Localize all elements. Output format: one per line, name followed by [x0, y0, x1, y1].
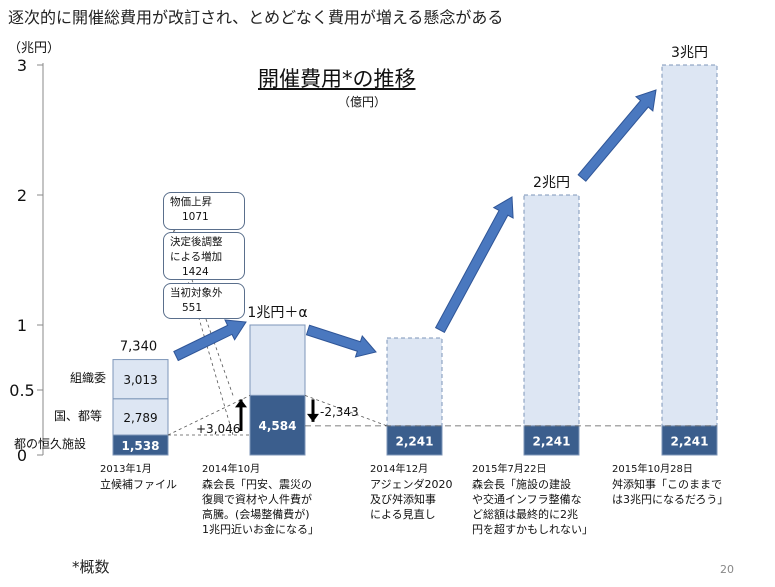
- trend-arrow: [577, 89, 657, 182]
- breakdown-label: 決定後調整: [170, 236, 223, 248]
- base-bar: [249, 394, 306, 456]
- x-category-label: 2015年10月28日舛添知事「このままで は3兆円になるだろう」: [612, 462, 728, 507]
- y-tick-label: 2: [17, 186, 27, 205]
- x-category-line: 1兆円近いお金になる」: [202, 523, 319, 536]
- y-tick-label: 0: [17, 446, 27, 465]
- x-category-line: 2013年1月: [100, 464, 152, 475]
- bar-2013-value-label: 1,538: [122, 439, 160, 453]
- x-category-line: による見直し: [370, 508, 436, 521]
- estimate-label: 1兆円＋α: [247, 305, 307, 321]
- bar-2013-segment: [112, 398, 169, 436]
- estimate-bar: [661, 64, 718, 427]
- x-category-label: 2013年1月立候補ファイル: [100, 462, 177, 492]
- increase-label: +3,046: [196, 422, 240, 436]
- x-category-line: や交通インフラ整備な: [472, 493, 582, 506]
- x-category-line: 2014年10月: [202, 464, 261, 475]
- x-category-line: 2015年10月28日: [612, 464, 693, 475]
- x-category-line: は3兆円になるだろう」: [612, 493, 729, 506]
- trend-arrow: [305, 324, 377, 358]
- x-category-line: 2015年7月22日: [472, 464, 547, 475]
- x-category-line: 及び舛添知事: [370, 493, 436, 506]
- segment-label: 国、都等: [54, 408, 103, 423]
- bar-2013-segment: [112, 359, 169, 400]
- y-axis-unit: （兆円）: [8, 41, 61, 56]
- breakdown-box: 決定後調整による増加 1424: [163, 232, 245, 280]
- trend-arrow: [434, 196, 514, 334]
- x-category-line: 2014年12月: [370, 464, 429, 475]
- base-bar: [523, 425, 580, 456]
- breakdown-label: による増加: [170, 251, 223, 263]
- estimate-bar: [523, 194, 580, 427]
- estimate-bar: [249, 324, 306, 396]
- increase-arrow-head: [235, 399, 247, 408]
- bar-2013-total-label: 7,340: [120, 340, 157, 355]
- x-category-line: ど総額は最終的に2兆: [472, 508, 578, 521]
- chart-subtitle: （億円）: [338, 95, 387, 109]
- x-category-line: 復興で資材や人件費が: [202, 493, 312, 506]
- estimate-bar: [386, 337, 443, 427]
- x-category-line: 円を超すかもしれない」: [472, 523, 593, 536]
- breakdown-value: 551: [182, 302, 203, 314]
- footnote: *概数: [72, 558, 110, 576]
- y-tick-label: 1: [17, 316, 27, 335]
- base-bar-value-label: 4,584: [259, 419, 297, 433]
- x-category-line: 立候補ファイル: [100, 478, 177, 491]
- segment-label: 都の恒久施設: [14, 437, 87, 451]
- breakdown-label: 当初対象外: [170, 287, 223, 299]
- breakdown-label: 物価上昇: [170, 196, 212, 208]
- breakdown-value: 1424: [182, 266, 209, 278]
- breakdown-box: 物価上昇 1071: [163, 192, 245, 230]
- estimate-label: 3兆円: [671, 45, 708, 61]
- x-category-line: 森会長「円安、震災の: [202, 478, 312, 491]
- base-bar-value-label: 2,241: [671, 434, 709, 448]
- trend-arrow: [173, 319, 247, 362]
- y-tick-label: 3: [17, 56, 27, 75]
- x-category-line: 舛添知事「このままで: [612, 478, 722, 491]
- y-tick-label: 0.5: [9, 381, 34, 400]
- breakdown-value: 1071: [182, 211, 209, 223]
- decrease-label: -2,343: [320, 405, 359, 419]
- guide-line: [304, 395, 388, 427]
- page-number: 20: [720, 563, 734, 576]
- bar-2013-value-label: 2,789: [123, 411, 157, 425]
- x-category-line: アジェンダ2020: [370, 478, 453, 491]
- x-category-label: 2015年7月22日森会長「施設の建設 や交通インフラ整備な ど総額は最終的に2兆円…: [472, 462, 593, 537]
- x-category-line: 高騰。(会場整備費が): [202, 508, 310, 521]
- x-category-label: 2014年10月森会長「円安、震災の 復興で資材や人件費が 高騰。(会場整備費が) 1…: [202, 462, 319, 537]
- slide-heading: 逐次的に開催総費用が改訂され、とめどなく費用が増える懸念がある: [8, 8, 504, 27]
- decrease-arrow-head: [307, 413, 319, 422]
- base-bar: [661, 425, 718, 456]
- x-category-line: 森会長「施設の建設: [472, 478, 571, 491]
- base-bar: [386, 425, 443, 456]
- bar-2013-value-label: 3,013: [123, 373, 157, 387]
- chart-title: 開催費用*の推移: [258, 67, 416, 91]
- breakdown-box: 当初対象外 551: [163, 283, 245, 319]
- estimate-label: 2兆円: [533, 175, 570, 191]
- base-bar-value-label: 2,241: [533, 434, 571, 448]
- base-bar-value-label: 2,241: [396, 434, 434, 448]
- segment-label: 組織委: [70, 371, 107, 386]
- x-category-label: 2014年12月アジェンダ2020 及び舛添知事 による見直し: [370, 462, 453, 522]
